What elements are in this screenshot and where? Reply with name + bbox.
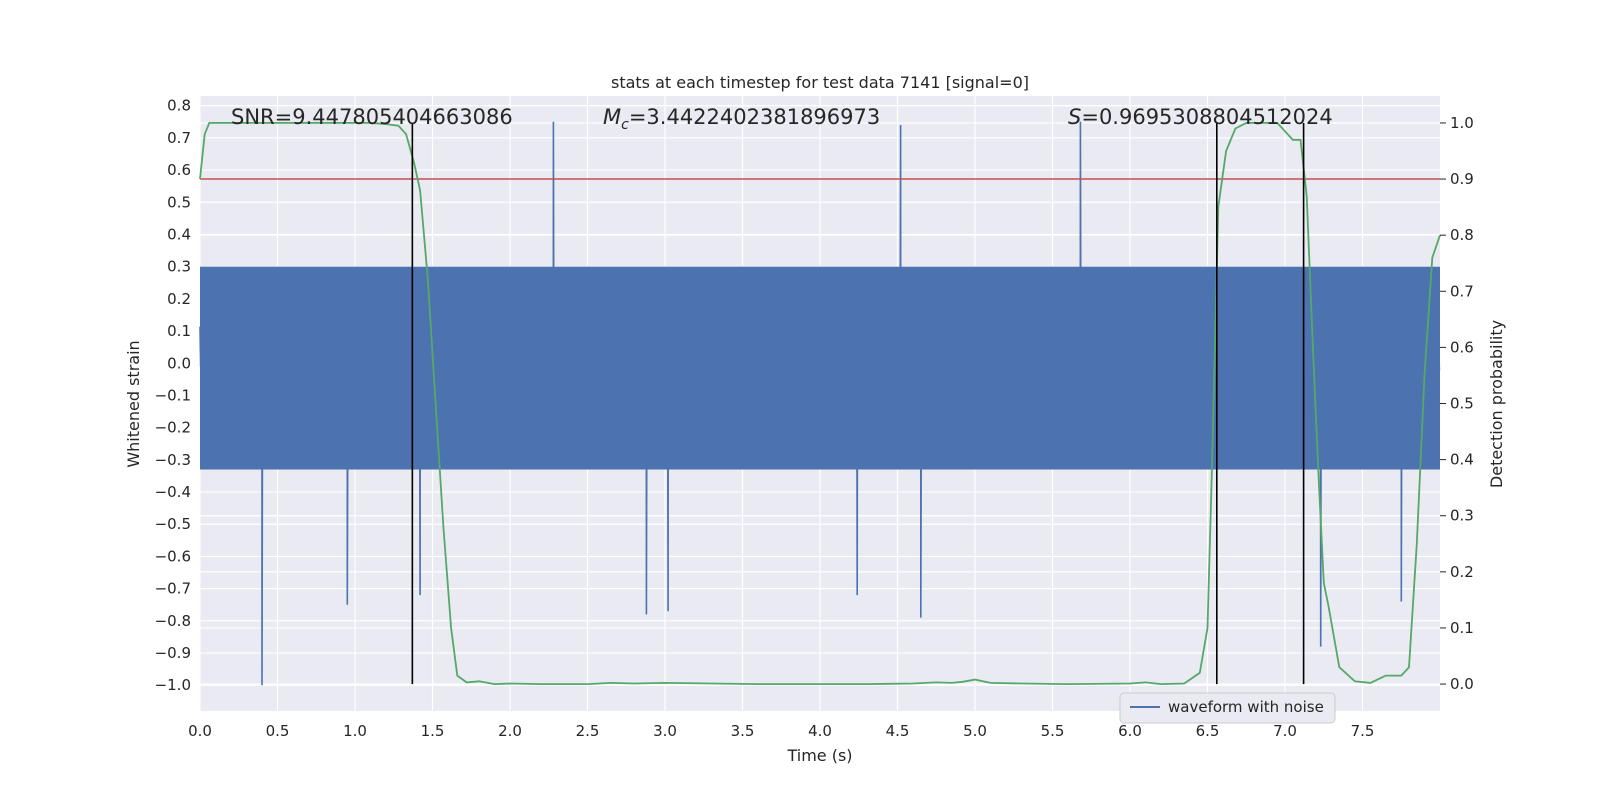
x-tick-label: 4.5 xyxy=(886,722,910,740)
y2-tick-label: 0.3 xyxy=(1450,507,1474,525)
y-axis-label: Whitened strain xyxy=(124,340,143,467)
annotations: SNR=9.447805404663086 Mc=3.44224023818969… xyxy=(231,105,1333,133)
y2-tick-label: 0.0 xyxy=(1450,675,1474,693)
x-tick-label: 0.0 xyxy=(188,722,212,740)
x-tick-label: 1.5 xyxy=(421,722,445,740)
y-tick-label: −1.0 xyxy=(155,676,191,694)
x-tick-label: 1.0 xyxy=(343,722,367,740)
y-tick-label: −0.8 xyxy=(155,612,191,630)
y-tick-label: −0.7 xyxy=(155,580,191,598)
y2-tick-label: 0.6 xyxy=(1450,338,1474,356)
annotation-text: SNR=9.447805404663086 xyxy=(231,105,513,129)
y-tick-label: 0.5 xyxy=(167,193,191,211)
x-tick-label: 5.0 xyxy=(963,722,987,740)
overlay-lines xyxy=(199,122,1441,686)
annotation-text: S=0.9695308804512024 xyxy=(1068,105,1333,129)
y-tick-label: −0.6 xyxy=(155,547,191,565)
x-tick-label: 6.0 xyxy=(1118,722,1142,740)
y-tick-label: −0.1 xyxy=(155,386,191,404)
y2-tick-label: 0.1 xyxy=(1450,619,1474,637)
y2-tick-label: 0.8 xyxy=(1450,226,1474,244)
y2-tick-label: 1.0 xyxy=(1450,114,1474,132)
y-tick-label: −0.9 xyxy=(155,644,191,662)
x-tick-label: 6.5 xyxy=(1196,722,1220,740)
annotation-text: Mc=3.4422402381896973 xyxy=(603,105,880,133)
y-tick-label: 0.6 xyxy=(167,161,191,179)
x-tick-label: 4.0 xyxy=(808,722,832,740)
legend-box xyxy=(1119,692,1336,724)
x-tick-label: 3.0 xyxy=(653,722,677,740)
y2-tick-label: 0.7 xyxy=(1450,282,1474,300)
y2-tick-label: 0.4 xyxy=(1450,451,1474,469)
x-tick-label: 5.5 xyxy=(1041,722,1065,740)
x-tick-label: 2.0 xyxy=(498,722,522,740)
chart-title: stats at each timestep for test data 714… xyxy=(611,73,1029,92)
y-tick-label: 0.7 xyxy=(167,129,191,147)
x-tick-label: 3.5 xyxy=(731,722,755,740)
probability-curve xyxy=(199,122,1441,686)
y-tick-label: 0.2 xyxy=(167,290,191,308)
legend: waveform with noise xyxy=(1119,692,1336,724)
waveform-line xyxy=(199,121,1441,686)
y-tick-label: −0.3 xyxy=(155,451,191,469)
x-tick-label: 0.5 xyxy=(266,722,290,740)
waveform-series xyxy=(199,121,1441,686)
y-tick-label: −0.5 xyxy=(155,515,191,533)
y-tick-label: 0.1 xyxy=(167,322,191,340)
x-axis-label: Time (s) xyxy=(786,746,852,765)
y-tick-label: 0.8 xyxy=(167,97,191,115)
x-tick-label: 7.5 xyxy=(1351,722,1375,740)
y-tick-label: 0.4 xyxy=(167,225,191,243)
x-tick-label: 2.5 xyxy=(576,722,600,740)
x-tick-label: 7.0 xyxy=(1273,722,1297,740)
legend-label: waveform with noise xyxy=(1168,698,1324,716)
y-tick-label: −0.2 xyxy=(155,419,191,437)
y2-axis-label: Detection probability xyxy=(1487,320,1506,488)
y2-tick-label: 0.5 xyxy=(1450,395,1474,413)
ticks: 0.0 0.5 1.0 1.5 2.0 2.5 3.0 3.5 4.0 4.5 5.0 5.5 6.0 6… xyxy=(155,97,1474,740)
y-tick-label: 0.3 xyxy=(167,258,191,276)
y2-tick-label: 0.2 xyxy=(1450,563,1474,581)
y-tick-label: 0.0 xyxy=(167,354,191,372)
y2-tick-label: 0.9 xyxy=(1450,170,1474,188)
y-tick-label: −0.4 xyxy=(155,483,191,501)
